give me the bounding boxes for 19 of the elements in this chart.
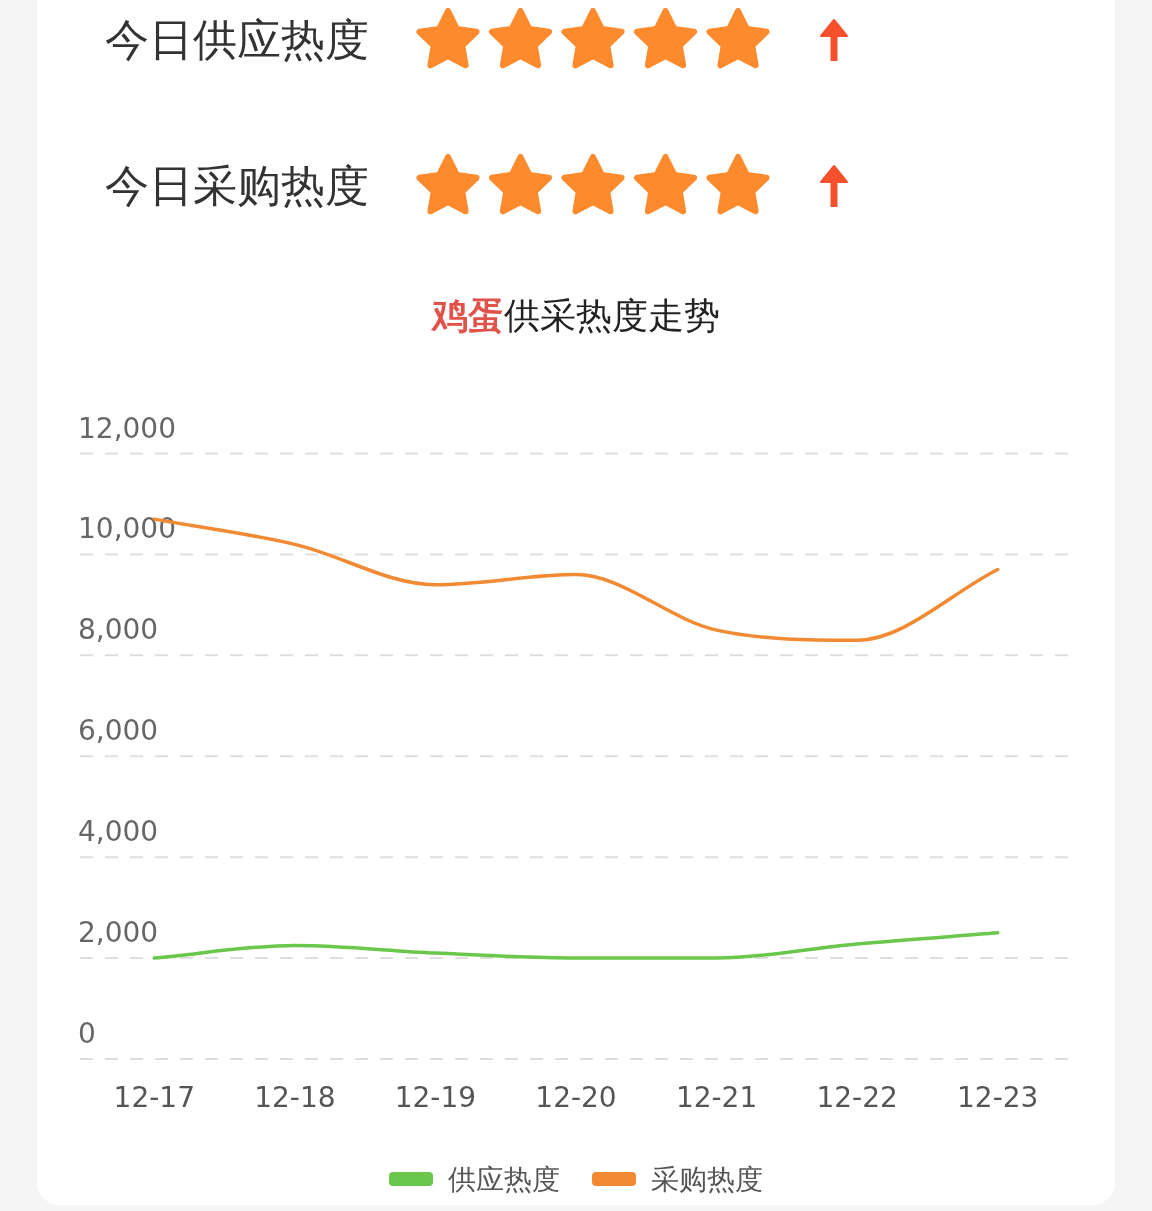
legend-label: 采购热度 (651, 1162, 763, 1196)
y-tick-label: 2,000 (78, 915, 159, 949)
y-tick-label: 6,000 (78, 713, 159, 747)
x-tick-label: 12-23 (957, 1080, 1039, 1114)
x-tick-label: 12-22 (816, 1080, 898, 1114)
y-tick-label: 8,000 (78, 612, 159, 646)
chart-title: 鸡蛋供采热度走势 (430, 294, 720, 336)
x-tick-label: 12-20 (535, 1080, 617, 1114)
y-tick-label: 4,000 (78, 814, 159, 848)
x-tick-label: 12-17 (113, 1080, 195, 1114)
x-tick-label: 12-18 (254, 1080, 336, 1114)
y-tick-label: 0 (78, 1016, 96, 1050)
text: 今日供应热度 (105, 13, 369, 65)
y-tick-label: 12,000 (78, 411, 176, 444)
text: 今日采购热度 (105, 159, 369, 211)
legend-label: 供应热度 (448, 1162, 560, 1196)
x-tick-label: 12-21 (675, 1080, 758, 1114)
y-tick-label: 10,000 (78, 511, 176, 545)
x-tick-label: 12-19 (394, 1080, 477, 1114)
